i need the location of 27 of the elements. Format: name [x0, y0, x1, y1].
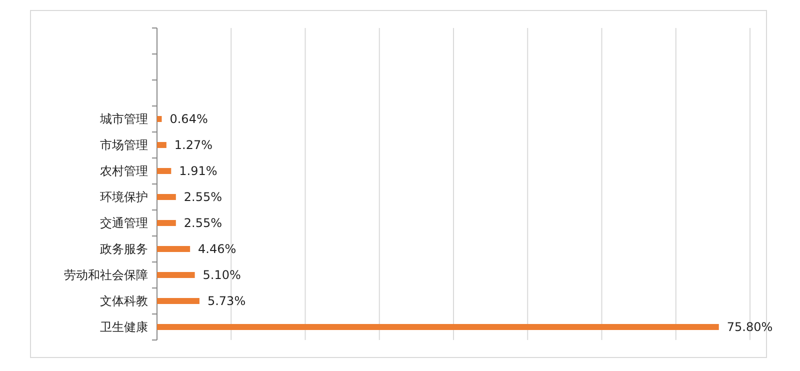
bar: [157, 246, 190, 252]
bar: [157, 272, 195, 278]
y-tick-label: 政务服务: [100, 242, 148, 256]
data-label: 0.64%: [170, 112, 208, 126]
y-tick-label: 文体科教: [100, 294, 148, 308]
y-tick-label: 劳动和社会保障: [64, 268, 148, 282]
bar: [157, 116, 162, 122]
bar: [157, 324, 719, 330]
data-label: 1.91%: [179, 164, 218, 178]
y-tick-label: 城市管理: [99, 112, 148, 126]
bar: [157, 220, 176, 226]
y-tick-label: 交通管理: [100, 216, 148, 230]
data-label: 2.55%: [184, 216, 222, 230]
data-label: 1.27%: [174, 138, 213, 152]
bar: [157, 298, 200, 304]
data-label: 2.55%: [184, 190, 222, 204]
data-label: 5.73%: [207, 294, 246, 308]
data-label: 4.46%: [198, 242, 236, 256]
bar: [157, 168, 172, 174]
y-tick-label: 环境保护: [100, 190, 148, 204]
data-label: 5.10%: [202, 268, 241, 282]
y-tick-label: 市场管理: [100, 138, 148, 152]
y-tick-label: 卫生健康: [100, 320, 148, 334]
y-tick-label: 农村管理: [100, 164, 148, 178]
bar: [157, 142, 166, 148]
bar: [157, 194, 176, 200]
data-label: 75.80%: [726, 320, 773, 334]
